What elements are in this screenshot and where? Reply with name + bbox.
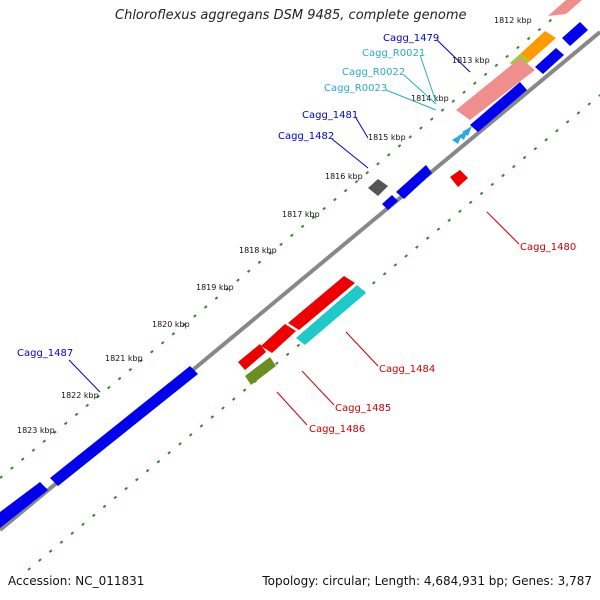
rna-arrow-r0023[interactable] xyxy=(462,126,472,136)
gene-feature-top-blue[interactable] xyxy=(562,22,588,46)
label-cagg-1482[interactable]: Cagg_1482 xyxy=(278,131,334,142)
leader-cagg-1485 xyxy=(301,370,335,406)
map-title: Chloroflexus aggregans DSM 9485, complet… xyxy=(115,8,467,23)
tick-label-1823: 1823 kbp xyxy=(17,426,55,435)
gene-feature-blue-1813[interactable] xyxy=(535,48,564,74)
gene-feature-cyan[interactable] xyxy=(296,285,366,345)
leader-cagg-r0023 xyxy=(385,89,437,111)
tick-label-1813: 1813 kbp xyxy=(452,56,490,65)
gene-feature-salmon-large[interactable] xyxy=(456,58,535,120)
label-cagg-1487[interactable]: Cagg_1487 xyxy=(17,348,73,359)
label-cagg-1486[interactable]: Cagg_1486 xyxy=(309,424,365,435)
label-cagg-1480[interactable]: Cagg_1480 xyxy=(520,242,576,253)
gene-feature-cagg-1482[interactable] xyxy=(382,195,398,210)
leader-cagg-1480 xyxy=(486,211,520,245)
tick-label-1815: 1815 kbp xyxy=(368,133,406,142)
leader-cagg-1482 xyxy=(331,138,369,169)
gene-feature-cagg-1480[interactable] xyxy=(450,170,468,187)
leader-cagg-1481 xyxy=(355,117,369,139)
gene-feature-cagg-1481[interactable] xyxy=(368,179,388,196)
topology-text: Topology: circular; Length: 4,684,931 bp… xyxy=(262,574,592,588)
leader-cagg-1486 xyxy=(276,391,308,426)
gene-feature-cagg-1487[interactable] xyxy=(50,366,198,486)
leader-cagg-r0022 xyxy=(403,74,437,105)
gene-feature-cagg-1486-red[interactable] xyxy=(238,344,266,370)
gene-feature-blue-left[interactable] xyxy=(0,482,48,528)
tick-label-1819: 1819 kbp xyxy=(196,283,234,292)
label-cagg-1485[interactable]: Cagg_1485 xyxy=(335,403,391,414)
tick-label-1812: 1812 kbp xyxy=(494,16,532,25)
gene-feature-cagg-1479[interactable] xyxy=(520,31,556,61)
tick-track-outer xyxy=(0,0,576,479)
gene-feature-olive[interactable] xyxy=(245,357,276,385)
tick-label-1818: 1818 kbp xyxy=(239,246,277,255)
label-cagg-r0022[interactable]: Cagg_R0022 xyxy=(342,67,405,78)
tick-label-1821: 1821 kbp xyxy=(105,354,143,363)
label-cagg-r0023[interactable]: Cagg_R0023 xyxy=(324,83,387,94)
gene-feature-cagg-1484[interactable] xyxy=(288,276,355,330)
label-leaders xyxy=(68,39,520,426)
accession-text: Accession: NC_011831 xyxy=(8,574,145,588)
label-cagg-1481[interactable]: Cagg_1481 xyxy=(302,110,358,121)
tick-label-1817: 1817 kbp xyxy=(282,210,320,219)
label-cagg-r0021[interactable]: Cagg_R0021 xyxy=(362,48,425,59)
leader-cagg-1487 xyxy=(68,359,101,393)
leader-cagg-1484 xyxy=(345,331,379,367)
gene-feature-top-salmon[interactable] xyxy=(548,0,582,16)
tick-label-1822: 1822 kbp xyxy=(61,391,99,400)
rna-features xyxy=(452,126,472,144)
gene-feature-cagg-1485[interactable] xyxy=(261,324,296,353)
tick-label-1816: 1816 kbp xyxy=(325,172,363,181)
label-cagg-1479[interactable]: Cagg_1479 xyxy=(383,33,439,44)
gene-feature-blue-1816[interactable] xyxy=(396,165,432,199)
leader-cagg-r0021 xyxy=(419,54,437,103)
tick-label-1820: 1820 kbp xyxy=(152,320,190,329)
forward-strand-genes xyxy=(238,0,582,370)
label-cagg-1484[interactable]: Cagg_1484 xyxy=(379,364,435,375)
leader-cagg-1479 xyxy=(436,39,471,73)
reverse-strand-genes xyxy=(0,22,588,528)
gene-feature-blue-1814[interactable] xyxy=(470,82,527,132)
